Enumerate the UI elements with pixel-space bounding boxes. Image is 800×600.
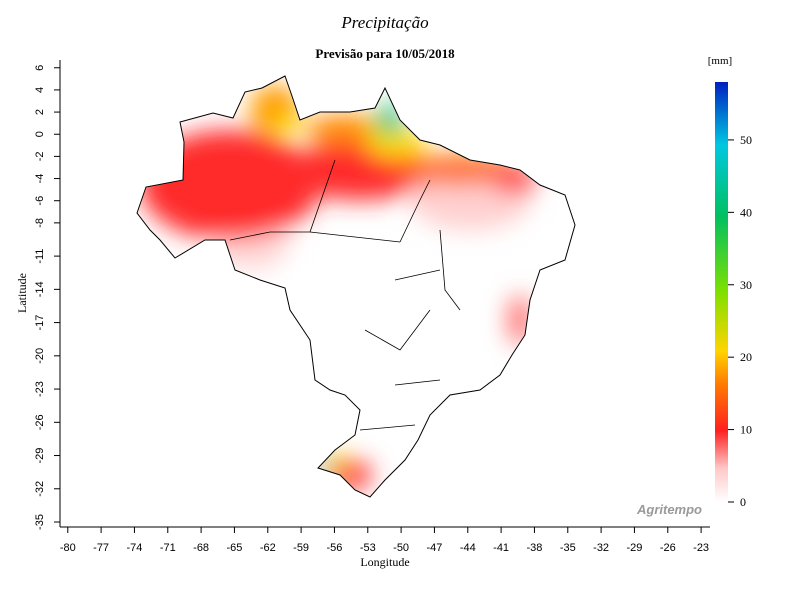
y-tick-label: -26: [34, 414, 46, 430]
colorbar-label: [mm]: [708, 55, 732, 67]
x-tick-label: -65: [226, 542, 242, 554]
colorbar-tick-label: 30: [740, 278, 752, 292]
title: Precipitação: [340, 13, 428, 32]
y-tick-label: -14: [34, 281, 46, 297]
x-tick-label: -68: [193, 542, 209, 554]
y-tick-label: -32: [34, 481, 46, 497]
colorbar-tick-label: 0: [740, 495, 746, 509]
x-tick-label: -77: [93, 542, 109, 554]
subtitle: Previsão para 10/05/2018: [315, 46, 455, 61]
y-tick-label: -35: [34, 514, 46, 530]
x-tick-label: -71: [160, 542, 176, 554]
colorbar-tick-label: 50: [740, 133, 752, 147]
y-tick-label: -2: [34, 152, 46, 162]
x-tick-label: -38: [526, 542, 542, 554]
x-tick-label: -26: [660, 542, 676, 554]
precipitation-field: [137, 76, 575, 497]
colorbar-tick-label: 10: [740, 423, 752, 437]
y-tick-label: -17: [34, 315, 46, 331]
x-tick-label: -50: [393, 542, 409, 554]
x-tick-label: -80: [60, 542, 76, 554]
y-tick-label: -4: [34, 174, 46, 184]
x-tick-label: -44: [460, 542, 476, 554]
colorbar-tick-label: 40: [740, 205, 752, 219]
x-tick-label: -56: [326, 542, 342, 554]
x-tick-label: -23: [693, 542, 709, 554]
x-tick-label: -29: [626, 542, 642, 554]
y-tick-label: 6: [34, 65, 46, 71]
x-label: Longitude: [360, 555, 409, 569]
y-tick-label: -29: [34, 448, 46, 464]
x-tick-label: -32: [593, 542, 609, 554]
y-tick-label: -11: [34, 249, 46, 264]
x-tick-label: -41: [493, 542, 509, 554]
x-tick-label: -35: [560, 542, 576, 554]
y-label: Latitude: [15, 273, 29, 313]
x-tick-label: -53: [360, 542, 376, 554]
y-tick-label: -23: [34, 381, 46, 397]
colorbar-tick-label: 20: [740, 350, 752, 364]
y-tick-label: -6: [34, 196, 46, 206]
y-tick-label: 0: [34, 131, 46, 137]
x-tick-label: -59: [293, 542, 309, 554]
colorbar: [715, 82, 728, 502]
watermark: Agritempo: [636, 502, 702, 517]
y-tick-label: -8: [34, 218, 46, 228]
y-tick-label: -20: [34, 348, 46, 364]
y-tick-label: 4: [34, 87, 46, 93]
y-tick-label: 2: [34, 109, 46, 115]
x-tick-label: -62: [260, 542, 276, 554]
x-tick-label: -74: [126, 542, 142, 554]
x-tick-label: -47: [426, 542, 442, 554]
state-borders: [229, 159, 461, 431]
